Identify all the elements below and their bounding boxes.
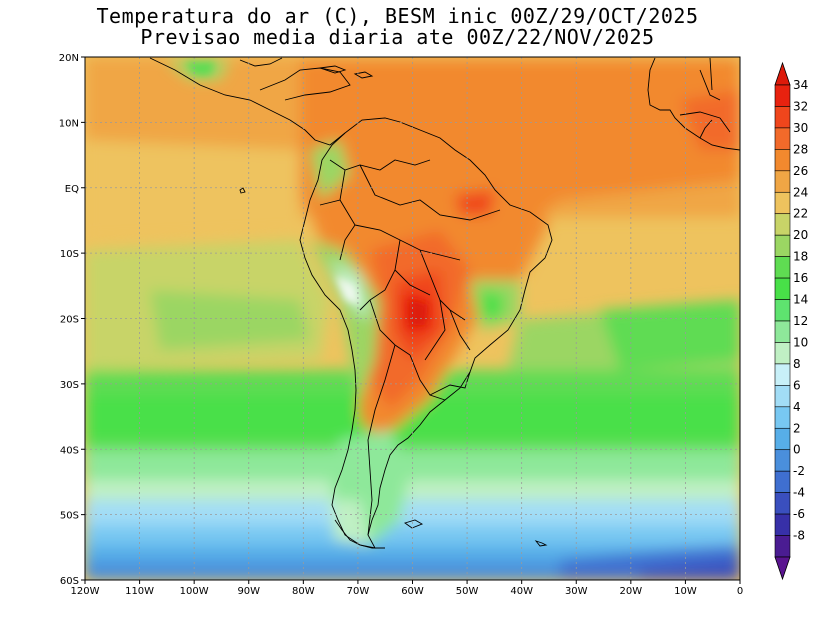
colorbar-swatch — [774, 84, 791, 107]
colorbar-label: 8 — [793, 357, 801, 371]
lat-tick-label: 10S — [60, 249, 79, 260]
country-borders — [319, 159, 501, 536]
colorbar-swatch — [774, 342, 791, 365]
colorbar-swatch — [774, 277, 791, 300]
falklands-coast — [403, 519, 424, 529]
lon-tick-label: 60W — [401, 586, 424, 597]
colorbar-label: 10 — [793, 335, 808, 349]
colorbar-label: 0 — [793, 443, 801, 457]
coastlines — [149, 57, 740, 549]
south-america-coast — [299, 117, 553, 549]
colorbar-label: 24 — [793, 185, 808, 199]
colorbar-label: 30 — [793, 121, 808, 135]
colorbar-swatch — [774, 213, 791, 236]
colorbar-swatch — [774, 106, 791, 129]
colorbar-swatch — [774, 299, 791, 322]
colorbar-label: -8 — [793, 529, 805, 543]
lon-tick-label: 30W — [565, 586, 588, 597]
colorbar-label: 26 — [793, 164, 808, 178]
colorbar-label: 22 — [793, 207, 808, 221]
lon-tick-label: 0 — [737, 586, 743, 597]
colorbar-swatch — [774, 127, 791, 150]
colorbar-label: 2 — [793, 421, 801, 435]
lon-tick-label: 10W — [674, 586, 697, 597]
colorbar-bottom-arrow — [774, 556, 791, 581]
colorbar-label: 6 — [793, 378, 801, 392]
colorbar-label: -4 — [793, 486, 805, 500]
axes: 120W 110W 100W 90W 80W 70W 60W 50W 40W 30W 20W 10W 0… — [59, 53, 743, 597]
colorbar-label: 28 — [793, 142, 808, 156]
lat-tick-label: 40S — [60, 445, 79, 456]
colorbar-swatch — [774, 234, 791, 257]
colorbar-swatch — [774, 470, 791, 493]
colorbar-label: 34 — [793, 78, 808, 92]
colorbar-top-arrow — [774, 61, 791, 86]
chart-title-line1: Temperatura do ar (C), BESM inic 00Z/29/… — [96, 4, 699, 28]
colorbar-swatch — [774, 191, 791, 215]
colorbar-swatch — [774, 406, 791, 429]
colorbar-swatch — [774, 385, 791, 408]
lat-tick-label: 20N — [59, 53, 79, 64]
colorbar-swatch — [774, 513, 791, 536]
colorbar-swatch — [774, 363, 791, 386]
lon-tick-label: 70W — [347, 586, 370, 597]
colorbar-label: 12 — [793, 314, 808, 328]
colorbar-label: -6 — [793, 507, 805, 521]
colorbar-swatch — [774, 535, 791, 558]
colorbar-swatch — [774, 149, 791, 172]
colorbar-swatch — [774, 320, 791, 343]
colorbar-label: -2 — [793, 464, 805, 478]
colorbar-swatch — [774, 449, 791, 472]
lat-tick-label: EQ — [65, 184, 79, 195]
lat-tick-label: 60S — [60, 576, 79, 587]
colorbar-label: 32 — [793, 99, 808, 113]
lon-tick-label: 90W — [237, 586, 260, 597]
lon-tick-label: 120W — [71, 586, 100, 597]
lat-tick-label: 20S — [60, 315, 79, 326]
lon-tick-label: 20W — [620, 586, 643, 597]
graticule — [85, 57, 740, 580]
lon-tick-label: 40W — [510, 586, 533, 597]
colorbar-swatch — [774, 492, 791, 515]
colorbar-swatch — [774, 256, 791, 279]
colorbar-swatch — [774, 170, 791, 193]
africa-coast — [647, 57, 740, 151]
colorbar-label: 4 — [793, 400, 801, 414]
lat-tick-label: 30S — [60, 380, 79, 391]
colorbar-swatch — [774, 427, 791, 451]
colorbar-label: 14 — [793, 293, 808, 307]
lat-tick-label: 10N — [59, 118, 79, 129]
lon-tick-label: 100W — [180, 586, 209, 597]
colorbar-label: 18 — [793, 250, 808, 264]
colorbar-label: 20 — [793, 228, 808, 242]
central-america-coast — [149, 57, 346, 146]
lon-tick-label: 110W — [125, 586, 154, 597]
lon-tick-label: 80W — [292, 586, 315, 597]
colorbar-label: 16 — [793, 271, 808, 285]
lon-tick-label: 50W — [456, 586, 479, 597]
lat-tick-label: 50S — [60, 511, 79, 522]
chart-title-line2: Previsao media diaria ate 00Z/22/NOV/202… — [140, 25, 655, 49]
